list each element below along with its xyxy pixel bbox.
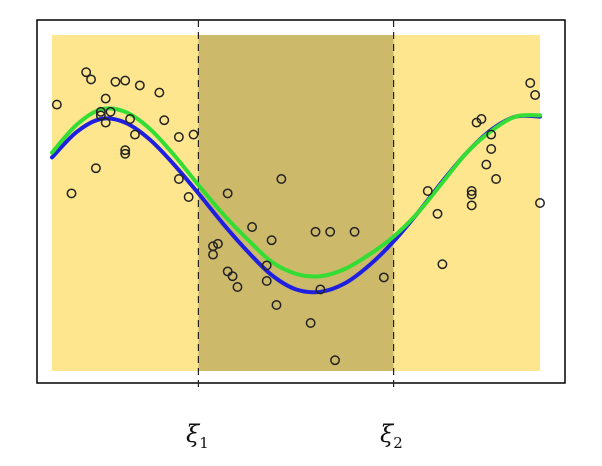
- data-point: [432, 208, 443, 219]
- data-point: [95, 106, 106, 117]
- data-point: [120, 145, 131, 156]
- data-point: [188, 129, 199, 140]
- data-point: [100, 93, 111, 104]
- data-point: [261, 276, 272, 286]
- data-point: [491, 174, 502, 184]
- data-point: [486, 129, 497, 140]
- data-point: [222, 188, 233, 199]
- data-point: [110, 76, 121, 87]
- data-point: [315, 284, 326, 295]
- data-point: [437, 259, 448, 270]
- data-point: [66, 188, 77, 199]
- data-point: [261, 260, 272, 271]
- data-point: [125, 114, 136, 124]
- data-point: [105, 106, 116, 117]
- data-point: [120, 148, 131, 159]
- knot-label-xi-1: ξ1: [186, 420, 209, 452]
- data-point: [86, 74, 96, 85]
- region-2: [198, 35, 394, 371]
- data-point: [466, 189, 477, 200]
- data-point: [100, 117, 111, 128]
- data-point: [173, 132, 184, 142]
- region-3: [393, 35, 540, 371]
- data-point: [305, 318, 316, 328]
- data-point: [422, 186, 433, 196]
- data-point: [154, 87, 165, 98]
- data-point: [535, 198, 545, 208]
- data-point: [183, 192, 194, 202]
- data-point: [325, 226, 336, 237]
- data-point: [232, 282, 243, 292]
- data-point: [330, 355, 340, 366]
- data-point: [310, 226, 321, 237]
- knot-lines: [197, 20, 395, 392]
- region-1: [52, 35, 199, 371]
- data-point: [90, 163, 101, 174]
- data-point: [130, 129, 140, 140]
- data-point: [81, 67, 92, 78]
- data-point: [247, 222, 258, 232]
- data-point: [159, 115, 170, 126]
- data-point: [120, 75, 131, 86]
- data-point: [466, 200, 477, 211]
- data-point: [476, 114, 487, 124]
- data-point: [530, 90, 541, 100]
- shaded-regions: [52, 35, 540, 371]
- data-point: [95, 110, 106, 121]
- data-point: [525, 78, 536, 88]
- data-point: [173, 174, 184, 184]
- data-point: [212, 238, 223, 249]
- data-point: [266, 235, 277, 246]
- data-point: [51, 99, 62, 110]
- data-points: [51, 67, 545, 366]
- data-point: [378, 272, 389, 283]
- data-point: [276, 174, 287, 184]
- data-point: [486, 144, 497, 154]
- data-point: [208, 249, 218, 260]
- data-point: [466, 186, 477, 196]
- data-point: [227, 271, 238, 282]
- knot-label-xi-2: ξ2: [380, 420, 403, 452]
- data-point: [481, 159, 492, 170]
- data-point: [271, 300, 282, 310]
- data-point: [349, 226, 360, 237]
- data-point: [134, 80, 145, 91]
